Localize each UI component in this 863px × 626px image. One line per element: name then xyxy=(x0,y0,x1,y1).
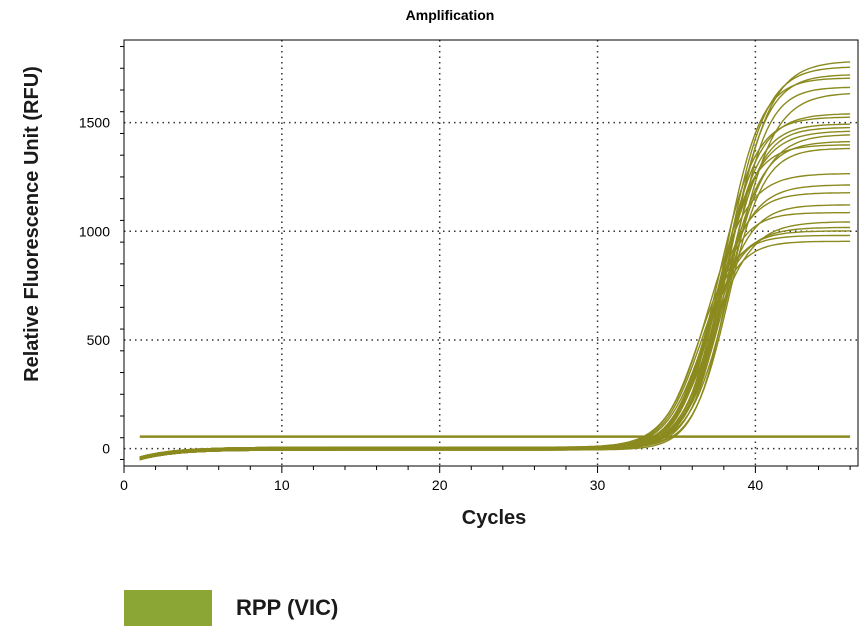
amplification-curve xyxy=(139,192,851,460)
y-tick-labels: 0 500 1000 1500 xyxy=(79,115,110,457)
amplification-curve xyxy=(139,113,851,459)
axis-ticks xyxy=(120,46,851,473)
x-tick-label: 30 xyxy=(590,477,606,493)
y-tick-label: 1000 xyxy=(79,223,110,239)
amplification-curve xyxy=(139,123,851,461)
y-tick-label: 0 xyxy=(102,441,110,457)
amplification-curve xyxy=(139,116,851,458)
amplification-chart: Amplification 0 10 20 30 40 0 500 1000 1500 Cyc… xyxy=(21,7,859,529)
x-tick-labels: 0 10 20 30 40 xyxy=(120,477,763,493)
series-curves xyxy=(139,61,851,461)
amplification-curve xyxy=(139,74,851,459)
amplification-curve xyxy=(139,234,851,458)
amplification-curve xyxy=(139,93,851,460)
amplification-curve xyxy=(139,126,851,460)
legend-label: RPP (VIC) xyxy=(236,595,339,620)
y-tick-label: 500 xyxy=(87,332,111,348)
amplification-curve xyxy=(139,77,851,458)
legend-swatch xyxy=(124,590,212,626)
x-tick-label: 10 xyxy=(274,477,290,493)
x-tick-label: 0 xyxy=(120,477,128,493)
y-axis-label: Relative Fluorescence Unit (RFU) xyxy=(21,66,43,382)
amplification-curve xyxy=(139,204,851,459)
amplification-curve xyxy=(139,86,851,461)
amplification-curve xyxy=(139,221,851,461)
plot-frame xyxy=(123,39,859,467)
y-tick-label: 1500 xyxy=(79,115,110,131)
amplification-curve xyxy=(139,226,851,460)
amplification-curve xyxy=(139,66,851,460)
x-tick-label: 40 xyxy=(748,477,764,493)
amplification-curve xyxy=(139,172,851,458)
amplification-curve xyxy=(139,211,851,458)
chart-title: Amplification xyxy=(406,7,495,23)
amplification-curve xyxy=(139,230,851,459)
legend: RPP (VIC) xyxy=(124,590,338,626)
amplification-curve xyxy=(139,240,851,461)
x-tick-label: 20 xyxy=(432,477,448,493)
x-axis-label: Cycles xyxy=(462,507,527,529)
